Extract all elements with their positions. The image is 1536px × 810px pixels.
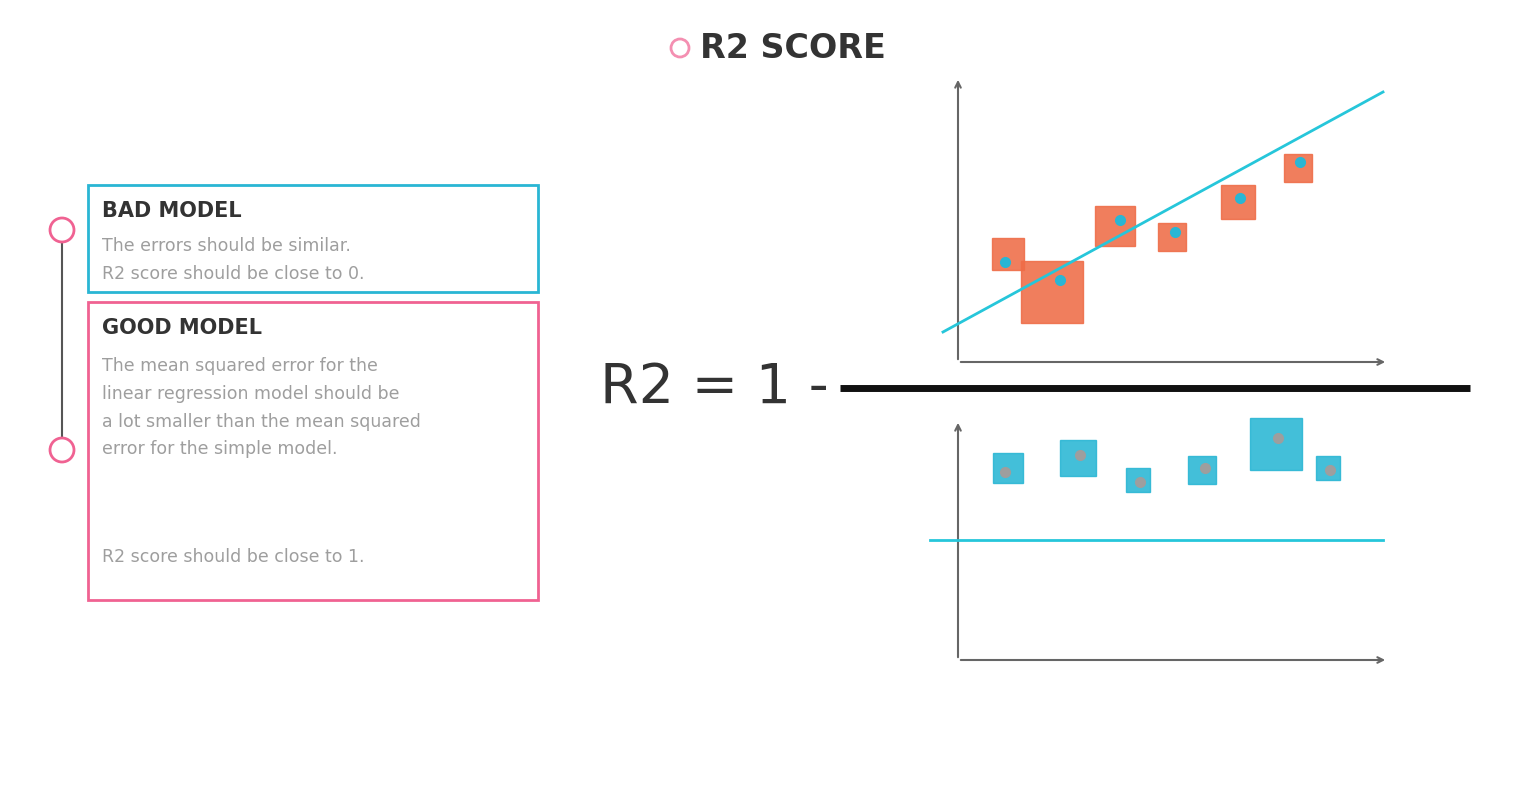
Bar: [1221, 185, 1255, 219]
Text: BAD MODEL: BAD MODEL: [101, 201, 241, 221]
FancyBboxPatch shape: [88, 302, 538, 600]
Bar: [1060, 440, 1097, 476]
Text: R2 score should be close to 1.: R2 score should be close to 1.: [101, 548, 364, 566]
Bar: [992, 238, 1025, 270]
Text: R2 SCORE: R2 SCORE: [700, 32, 886, 65]
Bar: [1316, 456, 1339, 480]
Bar: [1187, 456, 1217, 484]
Bar: [1126, 468, 1150, 492]
Text: The mean squared error for the
linear regression model should be
a lot smaller t: The mean squared error for the linear re…: [101, 357, 421, 458]
Text: The errors should be similar.
R2 score should be close to 0.: The errors should be similar. R2 score s…: [101, 237, 364, 283]
Bar: [992, 453, 1023, 483]
Bar: [1284, 154, 1312, 182]
Bar: [1095, 206, 1135, 246]
FancyBboxPatch shape: [88, 185, 538, 292]
Bar: [1250, 418, 1303, 470]
Text: R2 = 1 -: R2 = 1 -: [601, 361, 829, 415]
Bar: [1158, 223, 1186, 251]
Bar: [1021, 261, 1083, 323]
Text: GOOD MODEL: GOOD MODEL: [101, 318, 263, 338]
